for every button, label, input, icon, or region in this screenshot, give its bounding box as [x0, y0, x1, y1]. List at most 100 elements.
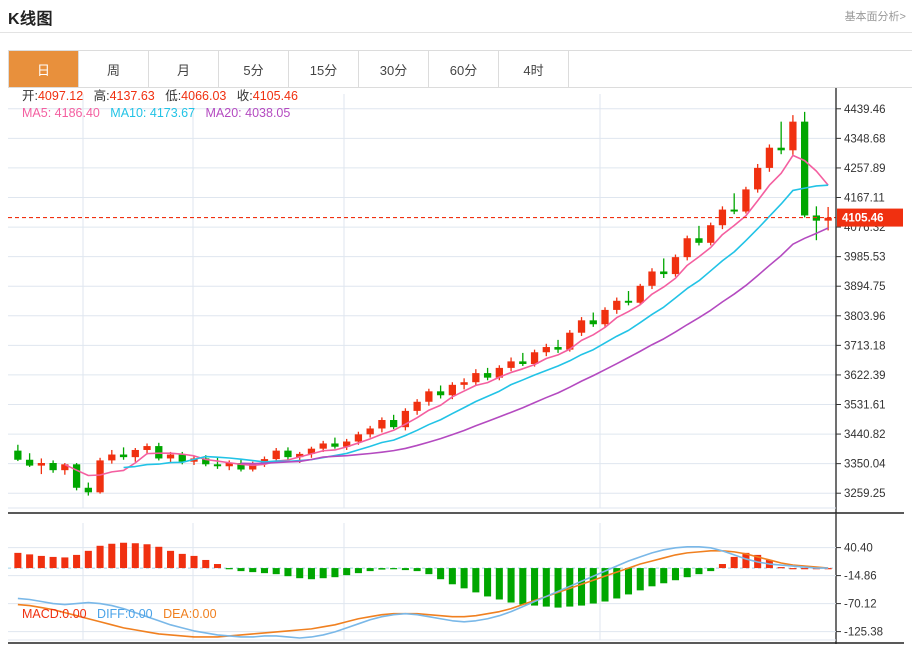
candle-body[interactable]: [331, 443, 339, 447]
tab-15分[interactable]: 15分: [289, 51, 359, 87]
macd-histogram-bar: [73, 554, 81, 569]
candle-body[interactable]: [519, 361, 527, 364]
candle-body[interactable]: [225, 463, 233, 467]
tab-日[interactable]: 日: [9, 51, 79, 87]
candle-body[interactable]: [296, 453, 304, 458]
candle-body[interactable]: [249, 463, 257, 470]
macd-histogram-bar: [801, 568, 809, 570]
tab-月[interactable]: 月: [149, 51, 219, 87]
macd-histogram-bar: [378, 568, 386, 570]
candle-body[interactable]: [577, 320, 586, 333]
candle-body[interactable]: [131, 449, 139, 458]
candle-body[interactable]: [84, 487, 92, 493]
macd-histogram-bar: [366, 568, 374, 572]
candle-body[interactable]: [49, 463, 57, 471]
candle-body[interactable]: [730, 209, 738, 212]
macd-histogram-bar: [484, 568, 492, 597]
candle-body[interactable]: [119, 454, 128, 458]
candle-body[interactable]: [566, 332, 574, 350]
candle-body[interactable]: [448, 384, 456, 396]
candle-body[interactable]: [284, 450, 292, 458]
candle-body[interactable]: [178, 454, 186, 462]
candle-body[interactable]: [272, 450, 280, 460]
price-axis-label: 4439.46: [844, 104, 886, 116]
candle-body[interactable]: [72, 464, 81, 488]
candle-body[interactable]: [472, 373, 480, 383]
candle-body[interactable]: [213, 464, 222, 467]
candle-body[interactable]: [695, 238, 703, 243]
candle-body[interactable]: [530, 352, 539, 364]
candle-body[interactable]: [307, 448, 316, 454]
candle-body[interactable]: [601, 309, 609, 325]
macd-histogram-bar: [578, 568, 586, 606]
macd-histogram-bar: [542, 568, 550, 607]
candle-body[interactable]: [671, 257, 680, 275]
tab-4时[interactable]: 4时: [499, 51, 569, 87]
candle-body[interactable]: [378, 420, 386, 429]
tab-30分[interactable]: 30分: [359, 51, 429, 87]
fundamental-analysis-link[interactable]: 基本面分析>: [844, 11, 906, 23]
candle-body[interactable]: [777, 147, 785, 151]
macd-histogram-bar: [718, 564, 726, 569]
candle-body[interactable]: [460, 382, 468, 385]
candle-body[interactable]: [648, 271, 656, 286]
candle-body[interactable]: [413, 401, 421, 411]
tab-60分[interactable]: 60分: [429, 51, 499, 87]
candle-body[interactable]: [25, 459, 34, 466]
macd-histogram-bar: [343, 568, 351, 576]
macd-histogram-bar: [26, 554, 34, 569]
macd-histogram-bar: [613, 568, 621, 599]
candle-body[interactable]: [542, 347, 550, 353]
candle-body[interactable]: [683, 238, 691, 258]
candle-body[interactable]: [37, 463, 45, 466]
candle-body[interactable]: [742, 189, 750, 212]
candle-body[interactable]: [425, 391, 433, 402]
candle-body[interactable]: [14, 450, 22, 460]
candle-body[interactable]: [495, 367, 503, 378]
candle-body[interactable]: [61, 464, 69, 471]
candle-body[interactable]: [589, 320, 597, 325]
macd-histogram-bar: [319, 568, 327, 579]
price-axis-label: 3713.18: [844, 340, 886, 352]
tab-周[interactable]: 周: [79, 51, 149, 87]
macd-histogram-bar: [331, 568, 339, 578]
candle-body[interactable]: [613, 300, 621, 310]
candle-body[interactable]: [436, 391, 445, 396]
candle-body[interactable]: [390, 420, 398, 428]
candle-body[interactable]: [507, 361, 515, 368]
candle-body[interactable]: [354, 434, 363, 442]
chart-canvas[interactable]: 4439.464348.684257.894167.114076.323985.…: [8, 88, 904, 644]
candle-body[interactable]: [96, 460, 104, 493]
candle-body[interactable]: [554, 347, 562, 350]
candle-body[interactable]: [824, 217, 832, 221]
candle-body[interactable]: [401, 410, 410, 428]
macd-histogram-bar: [213, 564, 222, 569]
candle-body[interactable]: [754, 167, 762, 190]
candle-body[interactable]: [765, 147, 774, 168]
macd-histogram-bar: [519, 568, 527, 605]
candle-body[interactable]: [660, 271, 668, 275]
tab-5分[interactable]: 5分: [219, 51, 289, 87]
candle-body[interactable]: [155, 446, 163, 459]
candle-body[interactable]: [343, 441, 351, 447]
candle-body[interactable]: [166, 454, 175, 459]
macd-histogram-bar: [37, 555, 45, 569]
candle-body[interactable]: [636, 285, 644, 303]
candle-body[interactable]: [202, 458, 210, 465]
candle-body[interactable]: [801, 121, 809, 216]
candle-body[interactable]: [319, 443, 327, 449]
candle-body[interactable]: [237, 463, 245, 470]
candle-body[interactable]: [366, 428, 374, 435]
kline-chart[interactable]: 开:4097.12 高:4137.63 低:4066.03 收:4105.46 …: [8, 88, 904, 644]
candle-body[interactable]: [624, 300, 633, 303]
candle-body[interactable]: [789, 121, 797, 151]
macd-histogram-bar: [237, 568, 245, 572]
page-header: K线图 基本面分析>: [0, 0, 912, 33]
macd-histogram-bar: [566, 568, 574, 607]
candle-body[interactable]: [143, 446, 151, 450]
candle-body[interactable]: [707, 225, 715, 243]
price-axis-label: 3350.04: [844, 459, 886, 471]
candle-body[interactable]: [483, 373, 492, 378]
candle-body[interactable]: [108, 454, 116, 461]
macd-histogram-bar: [589, 568, 597, 604]
